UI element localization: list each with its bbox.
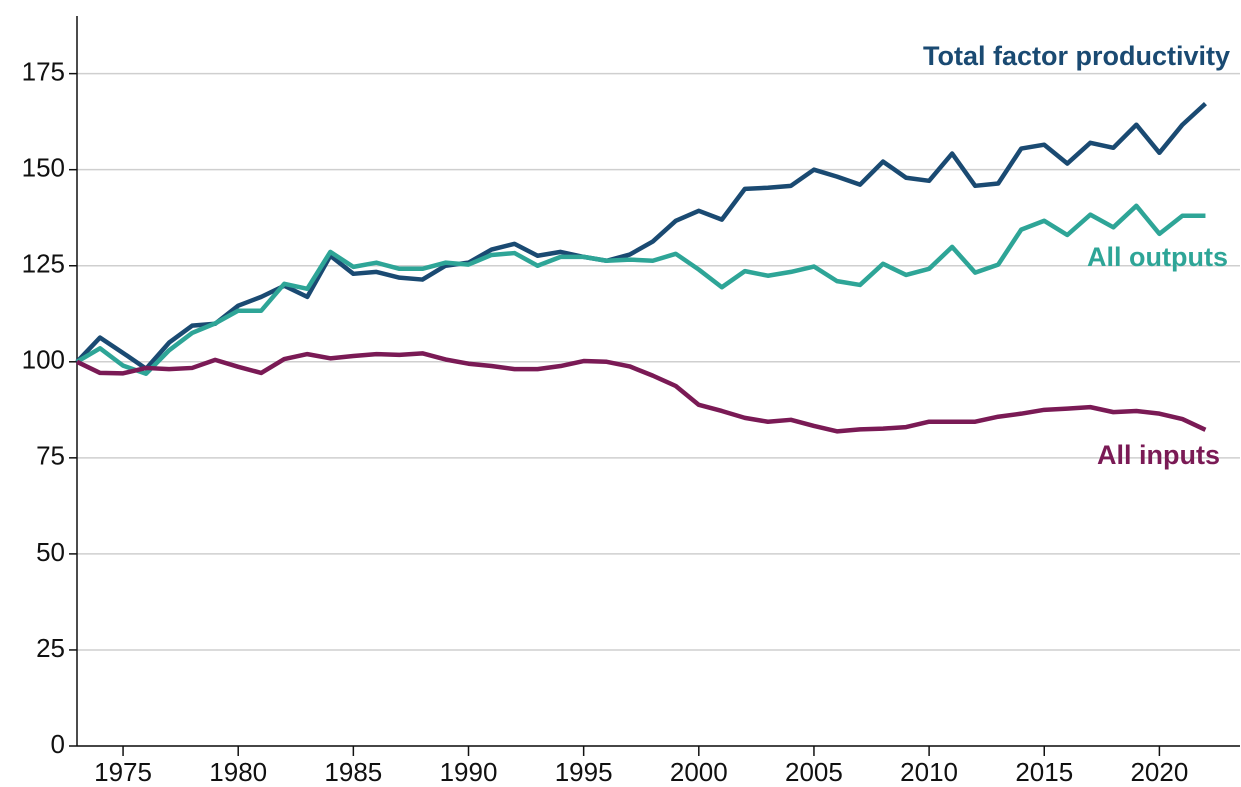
x-tick-label: 2010 [900,757,958,787]
x-tick-label: 2020 [1130,757,1188,787]
y-tick-label: 50 [36,537,65,567]
x-tick-label: 1985 [324,757,382,787]
series-label: All inputs [1097,440,1220,470]
x-tick-label: 1980 [209,757,267,787]
series-line [76,351,1207,434]
y-tick-label: 125 [22,249,65,279]
y-tick-label: 75 [36,441,65,471]
y-tick-label: 100 [22,345,65,375]
y-tick-label: 150 [22,153,65,183]
series-line [75,101,1207,371]
x-tick-label: 1995 [555,757,613,787]
y-tick-label: 0 [51,729,65,759]
y-tick-label: 25 [36,633,65,663]
y-tick-label: 175 [22,57,65,87]
x-tick-label: 2015 [1015,757,1073,787]
series-label: All outputs [1087,242,1228,272]
series-line [75,203,1206,376]
x-tick-label: 2000 [670,757,728,787]
series-label: Total factor productivity [923,41,1230,71]
x-tick-label: 1975 [94,757,152,787]
x-tick-label: 1990 [440,757,498,787]
x-tick-label: 2005 [785,757,843,787]
